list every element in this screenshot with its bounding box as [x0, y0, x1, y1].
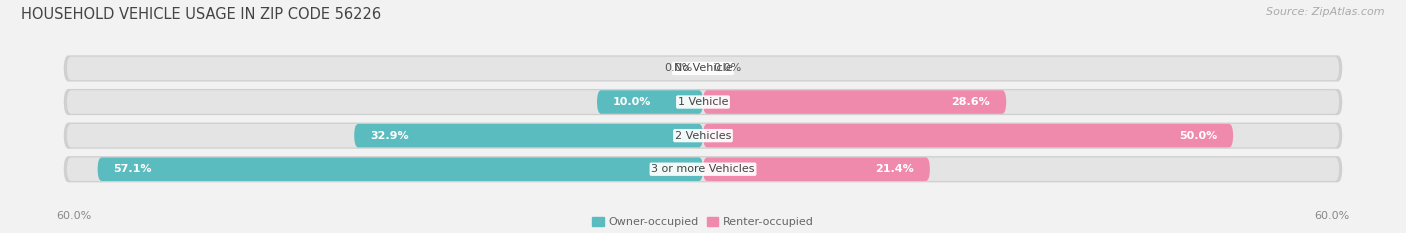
Text: 50.0%: 50.0% [1180, 131, 1218, 141]
FancyBboxPatch shape [63, 89, 1343, 115]
Text: 57.1%: 57.1% [114, 164, 152, 174]
FancyBboxPatch shape [703, 90, 1007, 114]
FancyBboxPatch shape [67, 57, 1339, 80]
Text: 28.6%: 28.6% [952, 97, 990, 107]
Text: 60.0%: 60.0% [56, 211, 91, 221]
Text: 0.0%: 0.0% [714, 63, 742, 73]
Text: HOUSEHOLD VEHICLE USAGE IN ZIP CODE 56226: HOUSEHOLD VEHICLE USAGE IN ZIP CODE 5622… [21, 7, 381, 22]
FancyBboxPatch shape [67, 90, 1339, 114]
Text: 1 Vehicle: 1 Vehicle [678, 97, 728, 107]
FancyBboxPatch shape [598, 90, 703, 114]
FancyBboxPatch shape [63, 123, 1343, 149]
FancyBboxPatch shape [97, 158, 703, 181]
Text: 32.9%: 32.9% [370, 131, 409, 141]
FancyBboxPatch shape [354, 124, 703, 147]
Text: 3 or more Vehicles: 3 or more Vehicles [651, 164, 755, 174]
Text: 60.0%: 60.0% [1315, 211, 1350, 221]
FancyBboxPatch shape [703, 158, 929, 181]
FancyBboxPatch shape [703, 124, 1233, 147]
Text: 2 Vehicles: 2 Vehicles [675, 131, 731, 141]
Text: Source: ZipAtlas.com: Source: ZipAtlas.com [1267, 7, 1385, 17]
FancyBboxPatch shape [63, 55, 1343, 82]
FancyBboxPatch shape [67, 124, 1339, 147]
Legend: Owner-occupied, Renter-occupied: Owner-occupied, Renter-occupied [592, 217, 814, 227]
FancyBboxPatch shape [67, 158, 1339, 181]
Text: 21.4%: 21.4% [876, 164, 914, 174]
FancyBboxPatch shape [63, 156, 1343, 182]
Text: 10.0%: 10.0% [613, 97, 651, 107]
Text: No Vehicle: No Vehicle [673, 63, 733, 73]
Text: 0.0%: 0.0% [664, 63, 692, 73]
